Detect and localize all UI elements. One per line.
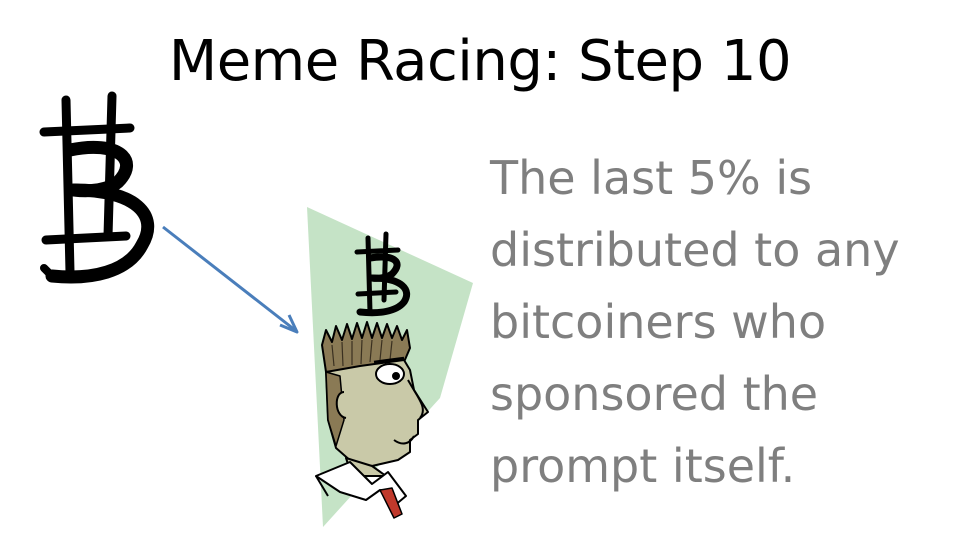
large-bitcoin-logo-icon (39, 91, 155, 284)
arrow-icon (162, 225, 299, 334)
body-line: bitcoiners who (490, 295, 827, 349)
slide-body-text: The last 5% is distributed to any bitcoi… (490, 142, 950, 502)
small-bitcoin-logo-icon (354, 231, 411, 317)
slide-title: Meme Racing: Step 10 (168, 29, 792, 94)
body-line: sponsored the (490, 367, 819, 421)
cartoon-man-icon (315, 321, 429, 519)
body-line: The last 5% is (490, 151, 813, 205)
body-line: distributed to any (490, 223, 900, 277)
body-line: prompt itself. (490, 439, 796, 493)
